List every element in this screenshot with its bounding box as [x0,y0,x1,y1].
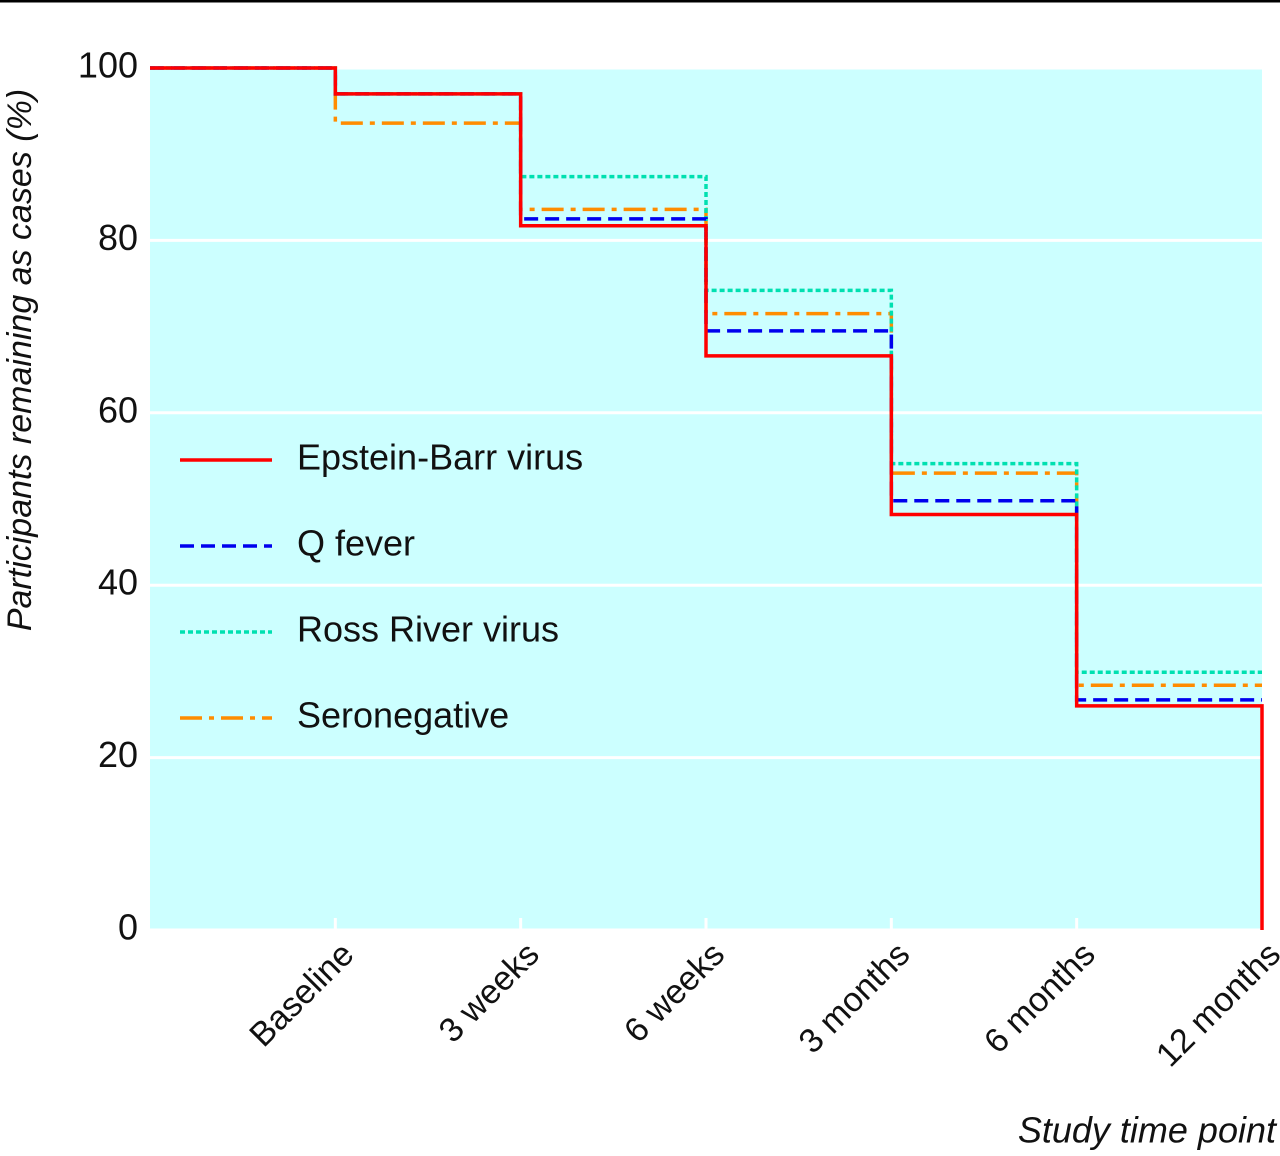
x-tick-label: 3 weeks [432,935,547,1050]
legend-label: Q fever [297,523,415,564]
y-tick-label: 80 [98,217,138,258]
legend-label: Ross River virus [297,609,559,650]
x-tick-label: 6 weeks [617,935,732,1050]
x-tick-label: 3 months [792,935,918,1061]
y-tick-label: 40 [98,562,138,603]
x-tick-label: 6 months [977,935,1103,1061]
y-tick-label: 20 [98,734,138,775]
x-tick-label: 12 months [1149,935,1280,1074]
legend-label: Seronegative [297,695,509,736]
y-tick-label: 100 [78,45,138,86]
y-axis-label: Participants remaining as cases (%) [1,89,39,631]
x-axis-label: Study time point [1018,1110,1278,1151]
plot-background [150,68,1262,930]
legend-label: Epstein-Barr virus [297,437,583,478]
x-tick-label: Baseline [242,935,361,1054]
y-tick-label: 60 [98,389,138,430]
series-line [150,66,1264,930]
y-tick-label: 0 [118,907,138,948]
